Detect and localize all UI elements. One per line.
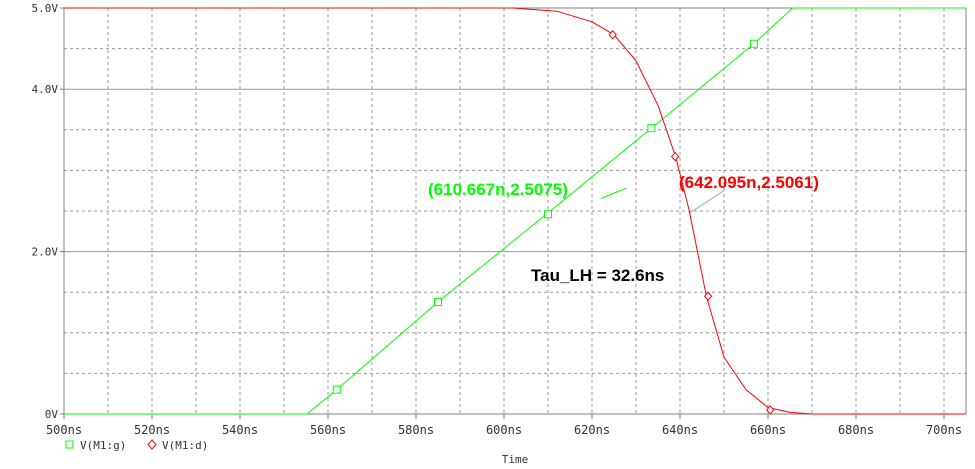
diamond-marker xyxy=(608,30,617,40)
annotation-leader-red xyxy=(689,190,725,213)
x-tick-label: 580ns xyxy=(398,423,434,437)
annotation-label-green: (610.667n,2.5075) xyxy=(428,180,568,199)
x-tick-label: 600ns xyxy=(486,423,522,437)
series-markers xyxy=(332,30,775,415)
square-marker xyxy=(434,297,442,306)
tick-labels: 500ns 520ns 540ns 560ns 580ns 600ns 620ns 640ns… xyxy=(32,2,963,437)
x-tick-label: 680ns xyxy=(838,423,874,437)
legend-label: V(M1:d) xyxy=(162,439,208,452)
square-marker xyxy=(749,39,758,48)
square-marker xyxy=(544,210,552,219)
square-marker xyxy=(647,124,656,133)
y-tick-label: 0V xyxy=(45,408,59,421)
y-tick-label: 4.0V xyxy=(32,83,59,96)
grid xyxy=(64,8,966,414)
y-tick-label: 5.0V xyxy=(32,2,59,15)
x-tick-label: 560ns xyxy=(310,423,346,437)
x-tick-label: 520ns xyxy=(134,423,170,437)
x-tick-label: 660ns xyxy=(750,423,786,437)
legend: V(M1:g) V(M1:d) xyxy=(65,439,208,452)
square-marker xyxy=(332,385,341,394)
annotation-tau: Tau_LH = 32.6ns xyxy=(531,266,664,285)
x-tick-label: 640ns xyxy=(662,423,698,437)
legend-label: V(M1:g) xyxy=(80,439,126,452)
x-tick-label: 620ns xyxy=(574,423,610,437)
diamond-marker xyxy=(670,151,680,162)
legend-swatch-diamond xyxy=(147,439,157,450)
x-axis-label: Time xyxy=(502,453,529,465)
x-tick-label: 540ns xyxy=(222,423,258,437)
annotations: (610.667n,2.5075) (642.095n,2.5061) Tau_LH… xyxy=(428,173,819,285)
diamond-marker xyxy=(766,405,775,415)
diamond-marker xyxy=(703,291,713,302)
x-tick-label: 700ns xyxy=(926,423,962,437)
annotation-leader-green xyxy=(600,187,627,199)
annotation-label-red: (642.095n,2.5061) xyxy=(679,173,819,192)
y-tick-label: 2.0V xyxy=(32,246,59,259)
x-tick-label: 500ns xyxy=(46,423,82,437)
legend-swatch-square xyxy=(65,440,74,449)
